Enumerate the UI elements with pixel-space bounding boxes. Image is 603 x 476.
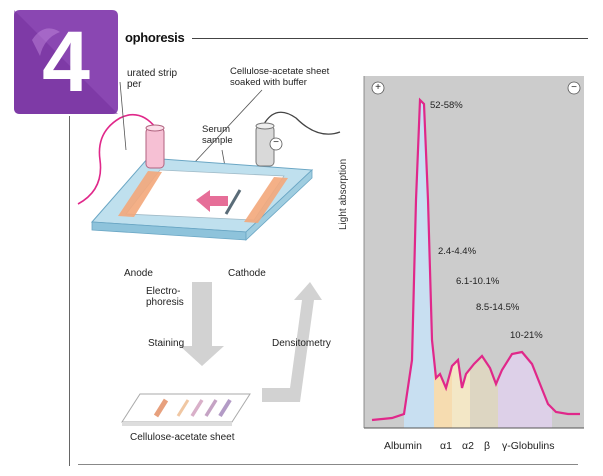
cathode-electrode-top [255,122,275,130]
cathode-label: Cathode [228,268,266,279]
title-rule [192,38,588,39]
band-beta [204,399,218,417]
chart-plus-circle [371,81,385,95]
badge-number: 4 [42,14,90,110]
densitometry-curve [371,97,580,422]
anode-electrode-top [145,124,165,132]
process-down-arrow [180,282,224,366]
alpha2-percent-label: 6.1-10.1% [456,276,500,287]
x-label-alpha2: α2 [462,440,474,452]
alpha1-percent-label: 2.4-4.4% [438,246,477,257]
cathode-wick [244,177,288,223]
stained-sheet-edge [122,422,232,426]
band-gamma [218,398,232,418]
glass-plate-side [245,169,313,241]
x-label-beta: β [484,440,491,452]
anode-wick [118,171,162,217]
chart-plus-sign: + [375,82,381,93]
section-number-badge: 4 [14,10,118,114]
chart-y-axis-label: Light absorption [338,158,349,230]
serum-label: Serum sample [202,124,233,146]
anode-electrode [145,127,165,169]
beta-percent-label: 8.5-14.5% [476,302,520,313]
x-label-alpha1: α1 [440,440,452,452]
badge-shade [14,10,118,114]
band-albumin [153,398,169,418]
electrophoresis-label: Electro-phoresis [146,286,184,308]
fraction-region-4 [470,356,498,428]
x-label-gamma: γ-Globulins [502,440,555,452]
gamma-percent-label: 10-21% [510,330,543,341]
densitometry-label: Densitometry [272,338,331,349]
badge-shine [32,28,60,56]
cathode-sign: − [273,137,279,148]
cathode-wire [263,111,341,135]
band-alpha2 [190,399,204,417]
migration-arrow [196,190,228,212]
anode-label: Anode [124,268,153,279]
section-title: ophoresis [125,30,185,45]
bottom-rule [78,464,578,465]
sheet-label: Cellulose-acetate sheet soaked with buff… [230,66,330,88]
stained-sheet-label: Cellulose-acetate sheet [130,432,235,443]
stained-sheet [121,393,251,423]
band-alpha1 [176,399,190,417]
frame-left-line [69,116,70,466]
cathode-sign-circle [269,137,283,151]
x-label-albumin: Albumin [384,440,422,452]
fraction-region-5 [498,352,552,428]
strip-pointer-line [119,81,127,151]
albumin-percent-label: 52-58% [430,100,463,111]
staining-label: Staining [148,338,185,349]
chart-minus-sign: − [571,82,577,93]
chart-minus-circle [567,81,581,95]
densitometry-arrow [262,282,322,402]
serum-sample-line [224,189,242,215]
strip-label: urated strip per [127,68,178,90]
anode-wire [77,113,157,205]
